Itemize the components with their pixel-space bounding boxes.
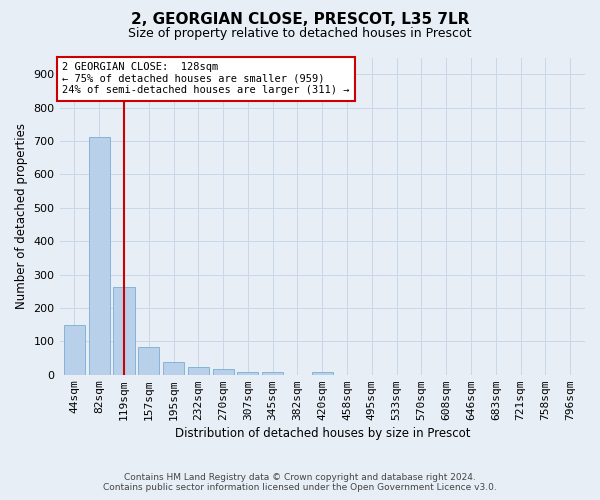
Bar — [212, 370, 233, 374]
Text: Size of property relative to detached houses in Prescot: Size of property relative to detached ho… — [128, 28, 472, 40]
Bar — [188, 366, 209, 374]
Y-axis label: Number of detached properties: Number of detached properties — [15, 123, 28, 309]
Bar — [238, 372, 259, 374]
Text: 2, GEORGIAN CLOSE, PRESCOT, L35 7LR: 2, GEORGIAN CLOSE, PRESCOT, L35 7LR — [131, 12, 469, 28]
Bar — [163, 362, 184, 374]
Bar — [89, 138, 110, 374]
X-axis label: Distribution of detached houses by size in Prescot: Distribution of detached houses by size … — [175, 427, 470, 440]
Bar — [64, 326, 85, 374]
Bar — [312, 372, 333, 374]
Bar — [113, 287, 134, 374]
Bar — [262, 372, 283, 374]
Text: 2 GEORGIAN CLOSE:  128sqm
← 75% of detached houses are smaller (959)
24% of semi: 2 GEORGIAN CLOSE: 128sqm ← 75% of detach… — [62, 62, 350, 96]
Bar — [138, 346, 160, 374]
Text: Contains HM Land Registry data © Crown copyright and database right 2024.
Contai: Contains HM Land Registry data © Crown c… — [103, 473, 497, 492]
